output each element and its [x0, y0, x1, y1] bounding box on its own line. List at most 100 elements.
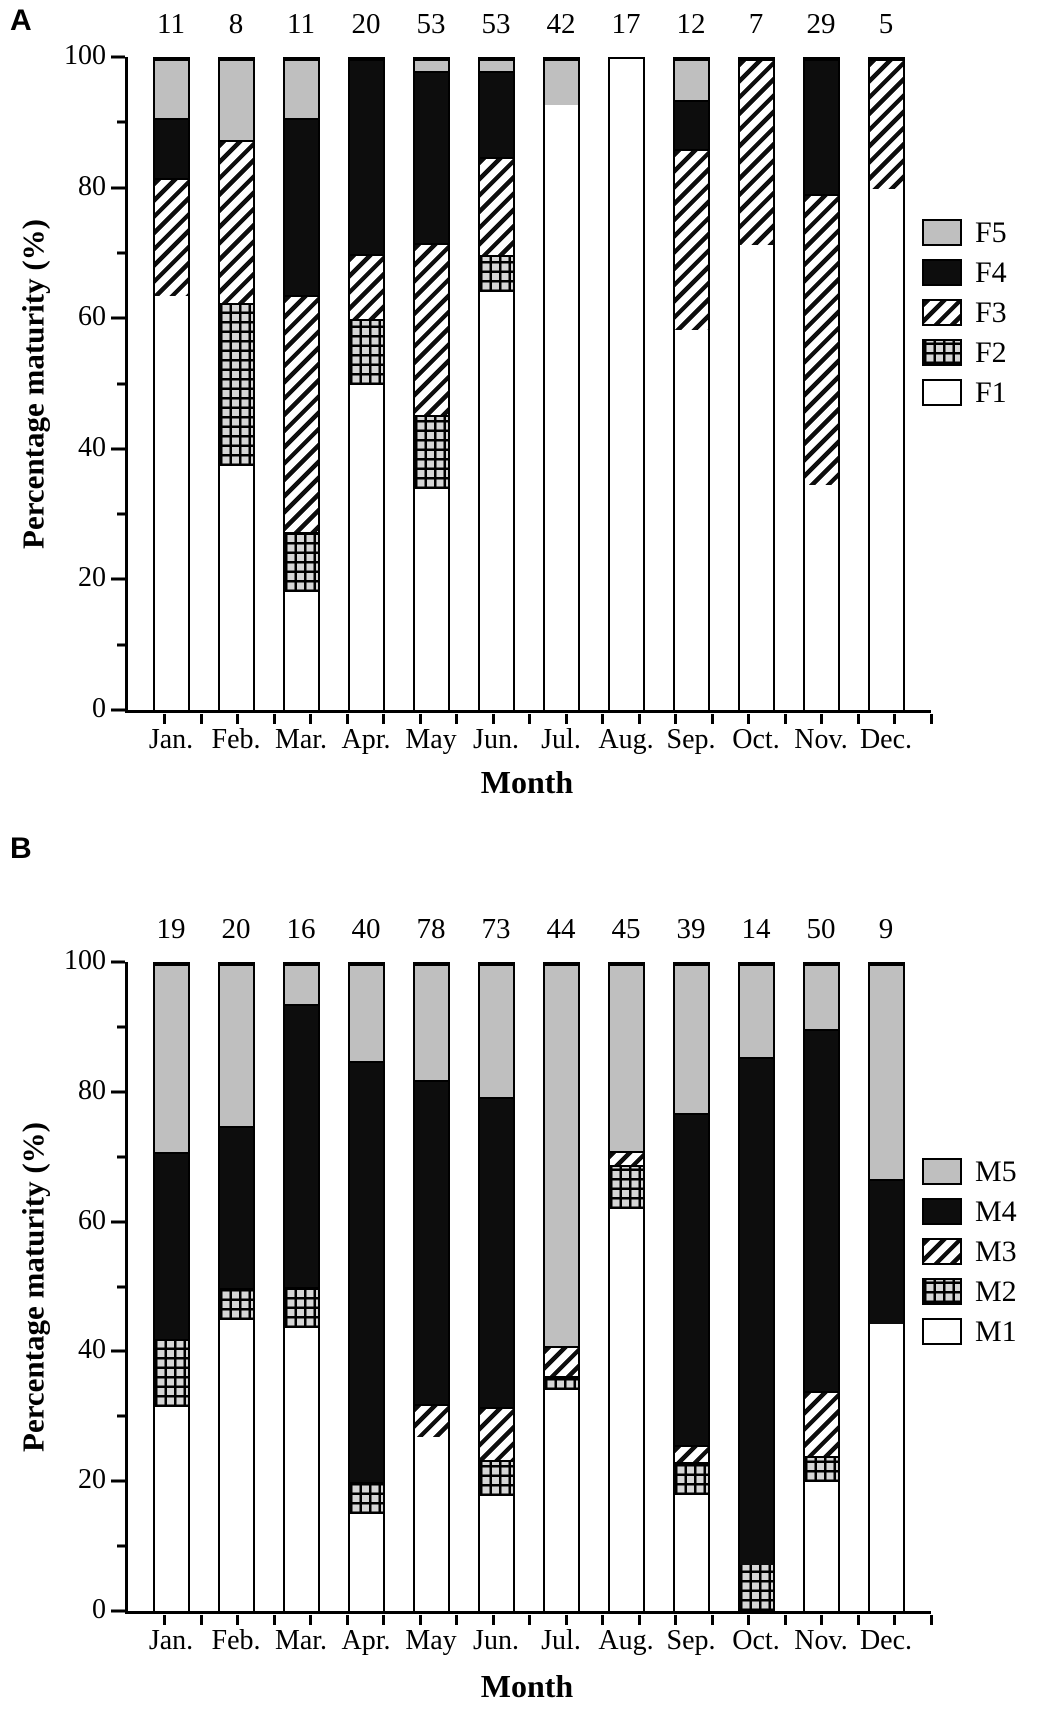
y-axis-tick-label: 100 [64, 944, 106, 976]
bar-segment-F3 [349, 254, 383, 320]
bar-segment-M5 [739, 964, 773, 1057]
bar-segment-F3 [284, 295, 318, 533]
bar-segment-M4 [154, 1151, 188, 1339]
bar-segment-M2 [739, 1565, 773, 1611]
bar-segment-F5 [479, 59, 513, 72]
x-axis-tick [564, 714, 568, 724]
x-axis-tick [199, 714, 203, 724]
x-axis-tick [528, 1615, 531, 1625]
bar-segment-M2 [544, 1375, 578, 1391]
legend-row-F5: F5 [922, 217, 1007, 247]
month-label: Apr. [341, 1625, 391, 1656]
legend-label-M2: M2 [975, 1274, 1017, 1308]
month-label: Apr. [341, 724, 391, 755]
bar-segment-M3 [414, 1403, 448, 1437]
y-axis-major-tick [111, 1609, 125, 1613]
legend-label-M5: M5 [975, 1154, 1017, 1188]
panel-b-x-axis-title: Month [480, 1668, 574, 1704]
bar-segment-M1 [479, 1495, 513, 1611]
bar-segment-F5 [219, 59, 253, 141]
bar-segment-M5 [479, 964, 513, 1098]
x-axis-tick [272, 1615, 276, 1625]
legend-row-M4: M4 [922, 1196, 1017, 1226]
bar-segment-M2 [219, 1287, 253, 1320]
x-axis-tick [601, 1615, 604, 1625]
stacked-bar-Oct [737, 962, 775, 1611]
sample-size-label: 39 [676, 913, 706, 945]
bar-segment-F5 [284, 59, 318, 118]
stacked-bar-Jan [152, 962, 190, 1611]
x-axis-tick [345, 1615, 349, 1625]
sample-size-label: 45 [611, 913, 641, 945]
bar-segment-F2 [219, 303, 253, 466]
sample-size-label: 17 [611, 8, 641, 40]
bar-segment-M3 [544, 1346, 578, 1376]
bar-segment-F4 [349, 59, 383, 255]
bar-segment-M4 [219, 1125, 253, 1288]
y-axis-major-tick [111, 55, 125, 59]
month-label: Jun. [473, 724, 519, 755]
x-axis-tick [455, 1615, 458, 1625]
x-axis-tick [783, 714, 787, 724]
legend-swatch-M3 [922, 1238, 962, 1265]
sample-size-label: 40 [351, 913, 381, 945]
stacked-bar-Oct [737, 57, 775, 710]
bar-segment-F1 [349, 384, 383, 710]
stacked-bar-Feb [217, 962, 255, 1611]
legend-row-F3: F3 [922, 297, 1007, 327]
bar-segment-M3 [804, 1391, 838, 1456]
legend-row-M3: M3 [922, 1236, 1017, 1266]
stacked-bar-Jun [477, 57, 515, 710]
y-axis-tick-label: 40 [78, 1334, 106, 1366]
bar-segment-M2 [349, 1481, 383, 1514]
sample-size-label: 73 [481, 913, 511, 945]
bar-segment-F5 [414, 59, 448, 72]
y-axis-tick-label: 0 [92, 692, 106, 724]
x-axis-tick [747, 1615, 750, 1625]
x-axis-tick [856, 714, 860, 724]
month-label: Jan. [148, 1625, 194, 1656]
y-axis-minor-tick [117, 1155, 125, 1159]
panel-a-y-axis-title: Percentage maturity (%) [15, 219, 51, 549]
bar-segment-M4 [869, 1179, 903, 1324]
stacked-bar-Sep [672, 962, 710, 1611]
x-axis-tick [747, 714, 750, 724]
legend-row-M2: M2 [922, 1274, 1017, 1308]
stacked-bar-Nov [802, 57, 840, 710]
y-axis-tick-label: 60 [78, 301, 106, 333]
bar-segment-F2 [284, 532, 318, 592]
month-label: Jul. [541, 724, 581, 755]
x-axis-tick [382, 714, 385, 724]
bar-segment-F1 [739, 245, 773, 710]
bar-segment-F1 [219, 465, 253, 710]
month-label: Nov. [794, 1625, 848, 1656]
panel-b-plot-area: 0 20 40 60 80 100 19 Jan. 20 Feb. 16 Mar. 40 Apr. 78 Ma… [64, 915, 933, 1655]
bar-segment-M5 [349, 964, 383, 1062]
bar-segment-M4 [479, 1097, 513, 1408]
bar-segment-F1 [674, 330, 708, 710]
y-axis-major-tick [111, 1220, 125, 1224]
bar-segment-M5 [219, 964, 253, 1126]
bar-segment-M1 [349, 1513, 383, 1611]
sample-size-label: 7 [748, 8, 764, 40]
x-axis-tick [820, 714, 823, 724]
sample-size-label: 53 [416, 8, 446, 40]
stacked-bar-Dec [867, 962, 905, 1611]
bar-segment-M4 [739, 1056, 773, 1566]
sample-size-label: 42 [546, 8, 576, 40]
x-axis-tick [893, 714, 896, 724]
x-axis-tick [491, 714, 495, 724]
bar-segment-M5 [609, 964, 643, 1152]
bar-segment-F3 [739, 59, 773, 246]
bar-segment-F1 [154, 295, 188, 710]
bar-segment-F4 [804, 59, 838, 194]
stacked-bar-Aug [607, 962, 645, 1611]
x-axis-tick [637, 1615, 641, 1625]
month-label: May [405, 1625, 457, 1656]
bar-segment-F4 [479, 71, 513, 157]
panel-a-x-axis-title: Month [480, 764, 574, 800]
legend-row-F2: F2 [922, 337, 1007, 367]
sample-size-label: 78 [416, 913, 446, 945]
bar-segment-F3 [414, 243, 448, 416]
